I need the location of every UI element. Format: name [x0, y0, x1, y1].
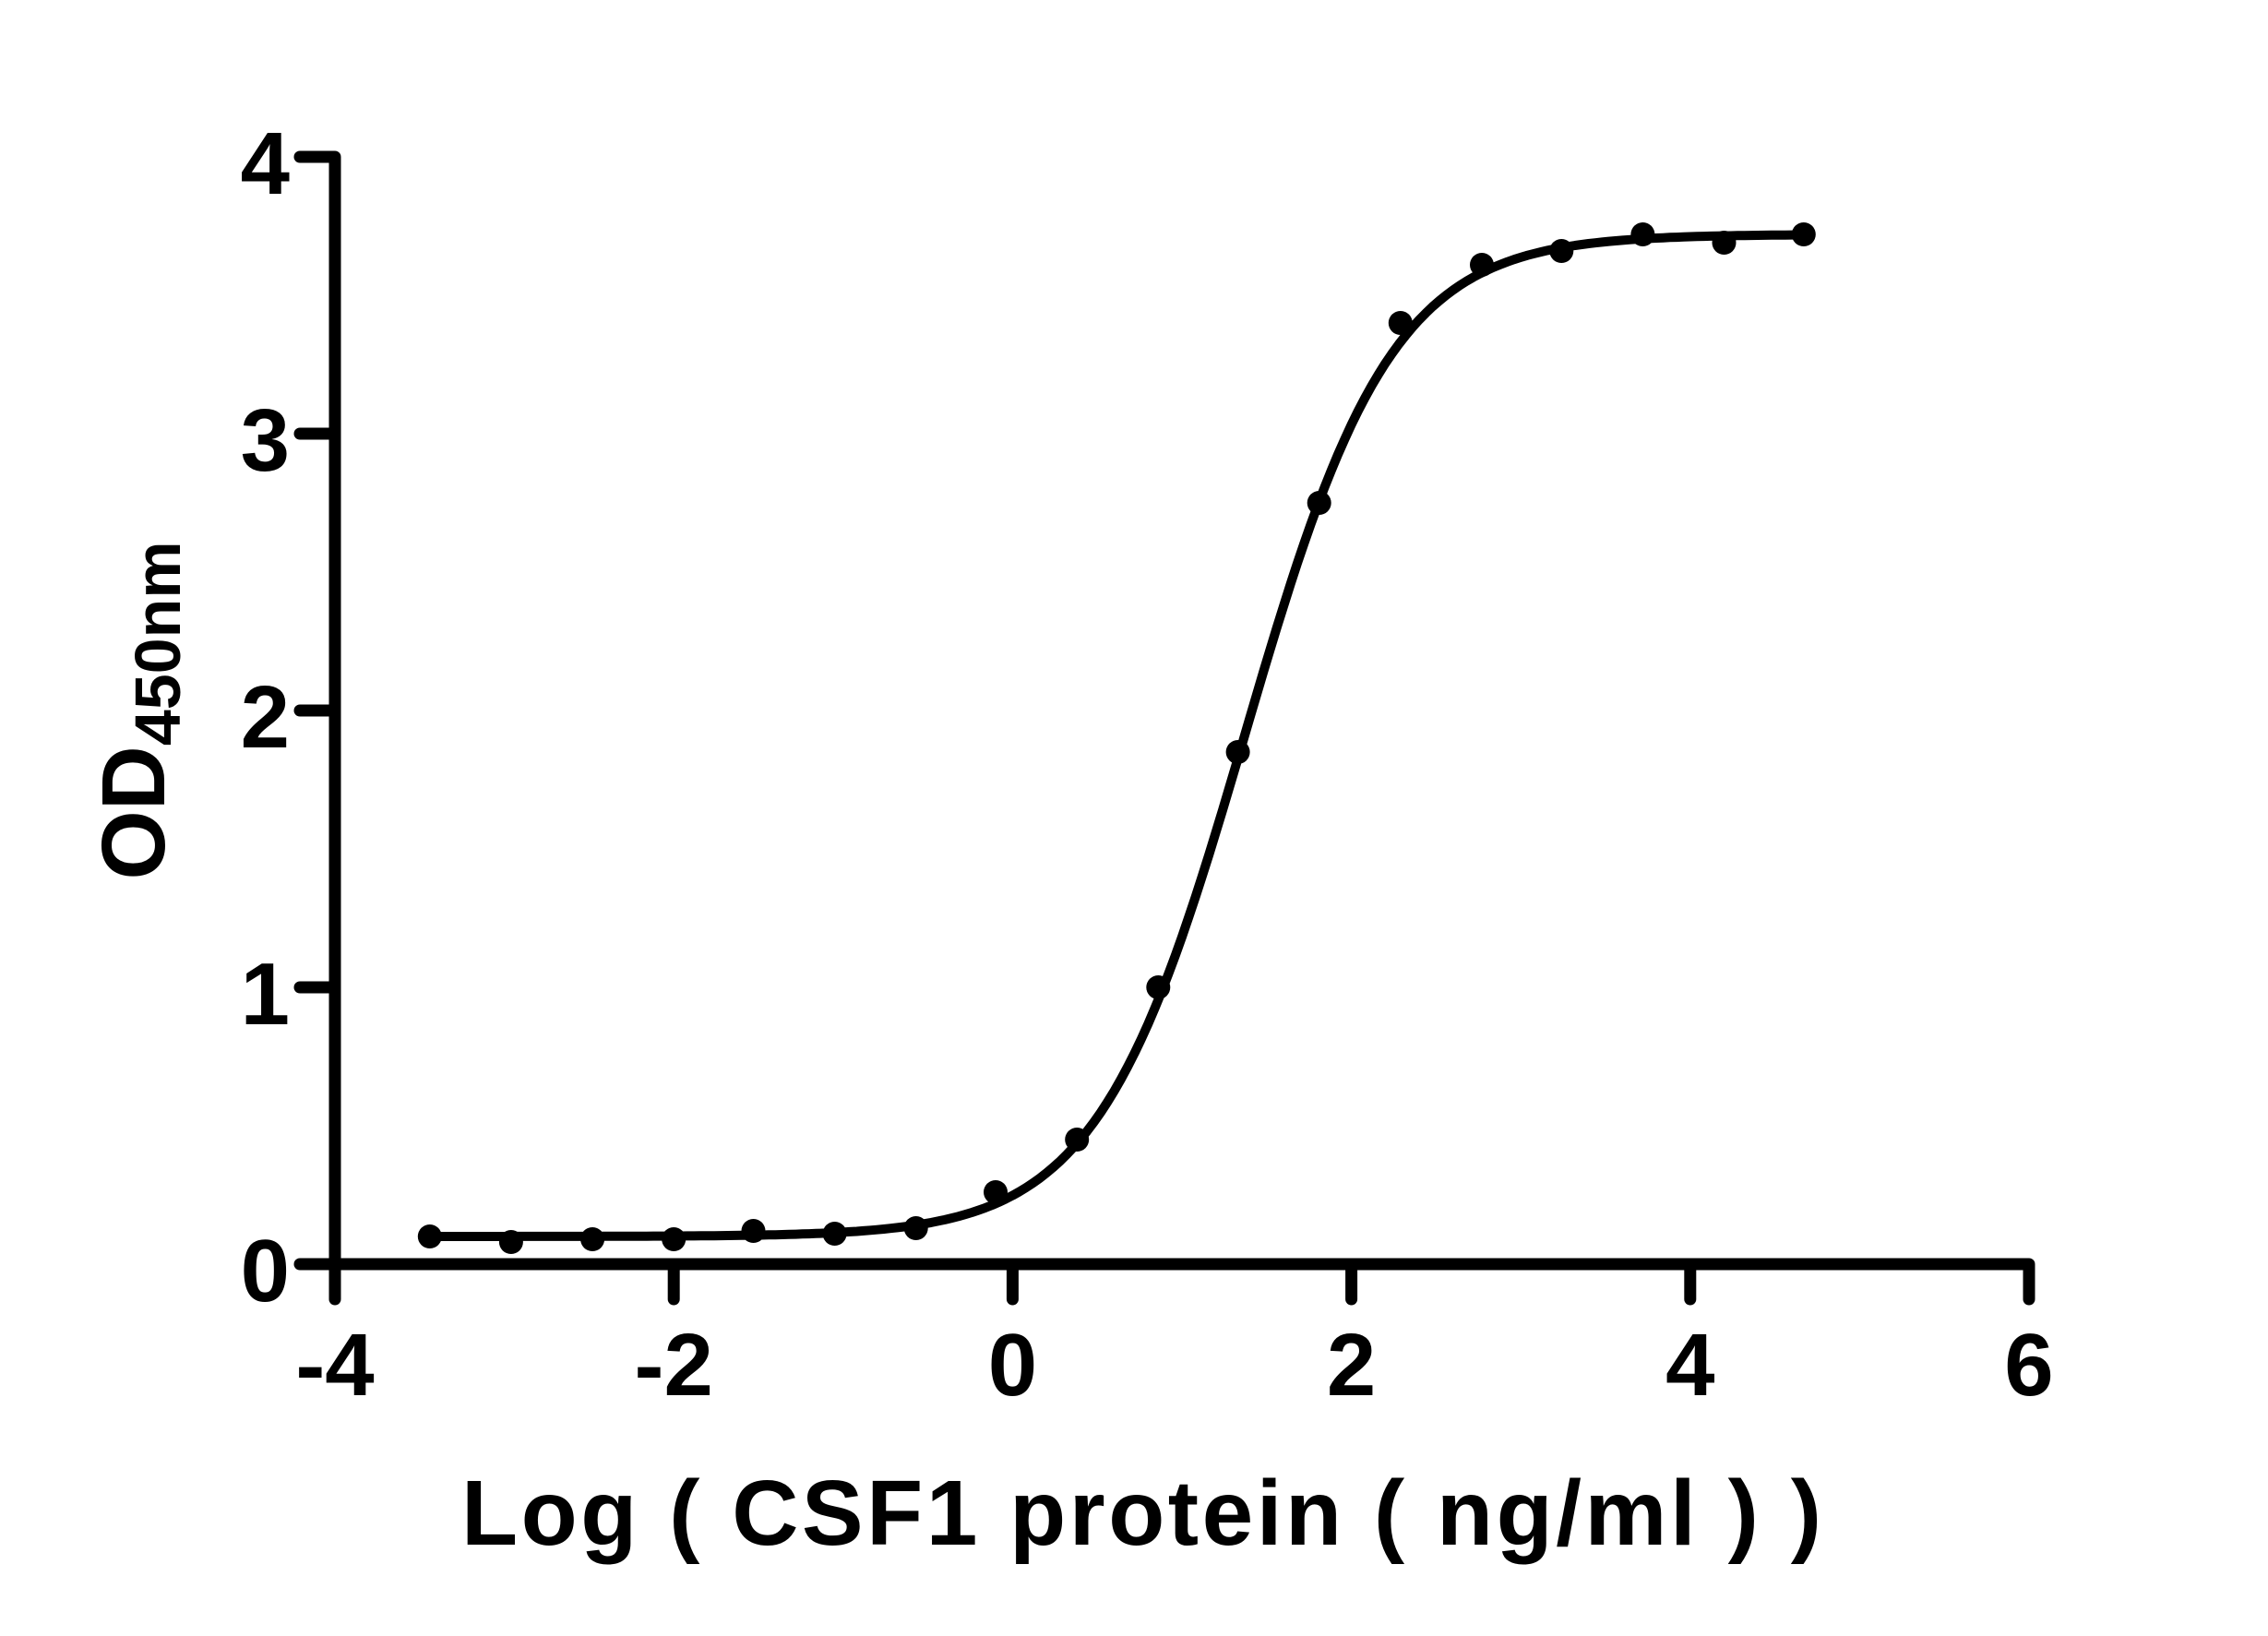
data-point-8: [1065, 1128, 1090, 1152]
data-point-2: [580, 1227, 605, 1251]
y-axis-tick-label-4: 4: [241, 114, 290, 213]
x-axis-tick-label-0: -4: [295, 1316, 374, 1415]
data-point-17: [1791, 222, 1816, 246]
y-axis-title-subscript: 450nm: [122, 541, 194, 746]
data-point-15: [1630, 222, 1655, 246]
data-point-11: [1307, 491, 1331, 515]
data-point-9: [1146, 975, 1171, 999]
y-axis-tick-label-2: 2: [241, 668, 290, 767]
data-point-5: [822, 1222, 847, 1246]
data-point-13: [1470, 253, 1494, 277]
x-axis-tick-label-2: 0: [988, 1316, 1037, 1415]
data-point-7: [984, 1180, 1008, 1204]
x-axis-tick-label-4: 4: [1665, 1316, 1714, 1415]
data-point-4: [741, 1219, 766, 1243]
data-point-12: [1388, 311, 1413, 335]
x-axis-tick-label-1: -2: [635, 1316, 713, 1415]
y-axis-tick-label-3: 3: [241, 391, 290, 490]
x-axis-title: Log ( CSF1 protein ( ng/ml ) ): [461, 1462, 1821, 1565]
data-point-1: [498, 1230, 523, 1254]
y-axis-tick-label-0: 0: [241, 1222, 290, 1320]
y-axis-title-main: OD: [83, 746, 184, 880]
data-point-10: [1225, 740, 1250, 764]
data-point-14: [1549, 239, 1574, 263]
data-point-6: [903, 1216, 928, 1240]
y-axis-tick-label-1: 1: [241, 945, 290, 1044]
data-point-3: [662, 1227, 686, 1251]
y-axis-title: OD450nm: [83, 541, 194, 879]
data-point-0: [417, 1224, 442, 1248]
x-axis-tick-label-5: 6: [2004, 1316, 2053, 1415]
data-point-16: [1712, 231, 1737, 255]
x-axis-tick-label-3: 2: [1327, 1316, 1376, 1415]
